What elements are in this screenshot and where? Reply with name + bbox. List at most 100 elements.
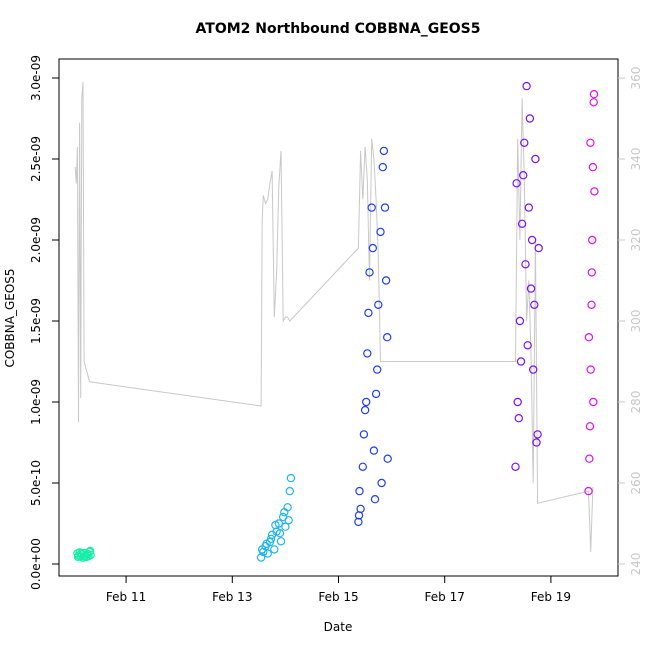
data-point (527, 235, 537, 245)
x-axis: Feb 11 Feb 13 Feb 15 Feb 17 Feb 19 (106, 576, 571, 604)
secondary-series-line (74, 82, 594, 552)
data-point (383, 454, 392, 463)
data-point (514, 414, 524, 423)
data-point (590, 187, 599, 196)
y-tick-label: 2.5e-09 (29, 136, 43, 182)
data-point (284, 516, 293, 525)
secondary-line-series (74, 82, 594, 552)
x-tick-label: Feb 17 (425, 590, 465, 604)
data-point (371, 389, 381, 399)
y2-axis: 240 260 280 300 320 340 360 (618, 67, 643, 576)
data-point (378, 162, 387, 172)
data-point (85, 546, 95, 556)
y-axis: 0.0e+00 5.0e-10 1.0e-09 1.5e-09 2.0e-09 2.5e-… (29, 55, 59, 590)
data-point (587, 300, 596, 309)
data-point (513, 397, 522, 407)
data-point (585, 422, 595, 431)
data-point (584, 333, 594, 342)
y2-tick-label: 360 (629, 67, 643, 90)
data-point (381, 276, 391, 285)
data-point (586, 365, 595, 374)
y-tick-label: 2.0e-09 (29, 217, 43, 263)
data-point (520, 138, 529, 147)
data-point (531, 154, 540, 164)
data-point (358, 462, 367, 471)
data-point (355, 486, 364, 496)
data-point (587, 268, 597, 277)
data-point (369, 446, 379, 455)
data-point (532, 438, 541, 447)
data-point (516, 357, 526, 366)
y-tick-label: 5.0e-10 (29, 460, 43, 506)
data-point (270, 545, 279, 554)
data-point (589, 98, 598, 107)
y2-tick-label: 240 (629, 553, 643, 576)
data-point (362, 397, 371, 407)
y2-tick-label: 340 (629, 148, 643, 171)
y2-tick-label: 320 (629, 229, 643, 252)
data-point (280, 508, 289, 517)
chart-title: ATOM2 Northbound COBBNA_GEOS5 (196, 21, 481, 37)
data-point (376, 227, 385, 237)
y2-tick-label: 300 (629, 310, 643, 333)
data-point (521, 260, 530, 269)
data-point (276, 537, 286, 546)
data-point (363, 349, 372, 358)
data-point (517, 219, 527, 228)
data-point (525, 114, 535, 123)
data-point (286, 473, 296, 483)
data-point (263, 549, 272, 558)
data-point (515, 316, 525, 326)
y-tick-label: 3.0e-09 (29, 55, 43, 101)
data-point (585, 454, 594, 463)
data-point (588, 235, 597, 245)
data-point (364, 308, 373, 318)
data-point (522, 81, 531, 91)
data-point (589, 89, 599, 99)
data-point (529, 365, 538, 374)
y2-tick-label: 280 (629, 391, 643, 414)
data-point (266, 534, 276, 544)
data-point (373, 365, 382, 374)
data-point (523, 341, 532, 350)
data-point (258, 545, 267, 554)
data-point (368, 243, 377, 253)
data-point (588, 162, 598, 172)
y-tick-label: 0.0e+00 (29, 538, 43, 590)
x-tick-label: Feb 13 (212, 590, 252, 604)
data-point (524, 203, 534, 212)
data-point (519, 170, 528, 180)
plot-frame (58, 58, 619, 577)
data-point (526, 284, 536, 293)
x-axis-label: Date (324, 620, 353, 634)
data-point (271, 520, 280, 530)
data-point (262, 539, 271, 549)
data-point (512, 179, 521, 188)
data-point (360, 405, 370, 415)
y-axis-label: COBBNA_GEOS5 (3, 268, 17, 367)
data-point (374, 300, 383, 309)
data-point (354, 511, 364, 520)
data-point (530, 300, 539, 309)
x-tick-label: Feb 11 (106, 590, 146, 604)
data-point (377, 478, 386, 488)
data-point (589, 397, 598, 407)
data-point (354, 517, 363, 527)
y-tick-label: 1.0e-09 (29, 379, 43, 425)
data-point (367, 203, 376, 212)
data-point (285, 486, 294, 496)
data-point (256, 553, 266, 562)
x-tick-label: Feb 19 (531, 590, 571, 604)
data-point (534, 243, 543, 253)
data-point (365, 268, 374, 277)
scatter-points (73, 81, 599, 562)
data-point (275, 529, 285, 538)
data-point (533, 430, 542, 439)
data-point (379, 146, 389, 156)
data-point (359, 430, 369, 439)
data-point (380, 203, 390, 212)
x-tick-label: Feb 15 (318, 590, 358, 604)
y2-tick-label: 260 (629, 472, 643, 495)
data-point (383, 333, 392, 342)
